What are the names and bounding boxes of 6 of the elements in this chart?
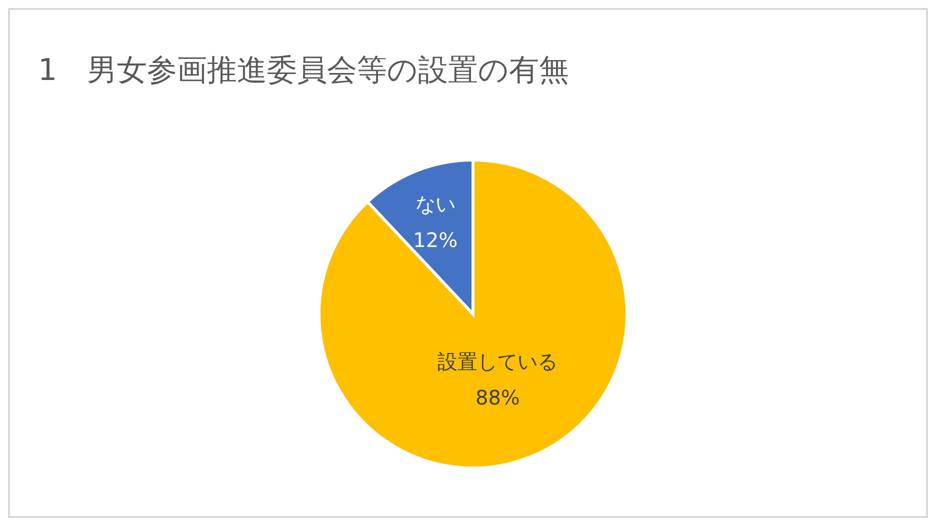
pie-slice xyxy=(318,158,628,470)
data-label: 88% xyxy=(475,385,520,410)
chart-title: 1 男女参画推進委員会等の設置の有無 xyxy=(38,52,570,90)
data-label: 12% xyxy=(413,228,458,252)
slice-label: 設置している xyxy=(438,349,558,374)
slice-label: ない xyxy=(415,192,456,216)
